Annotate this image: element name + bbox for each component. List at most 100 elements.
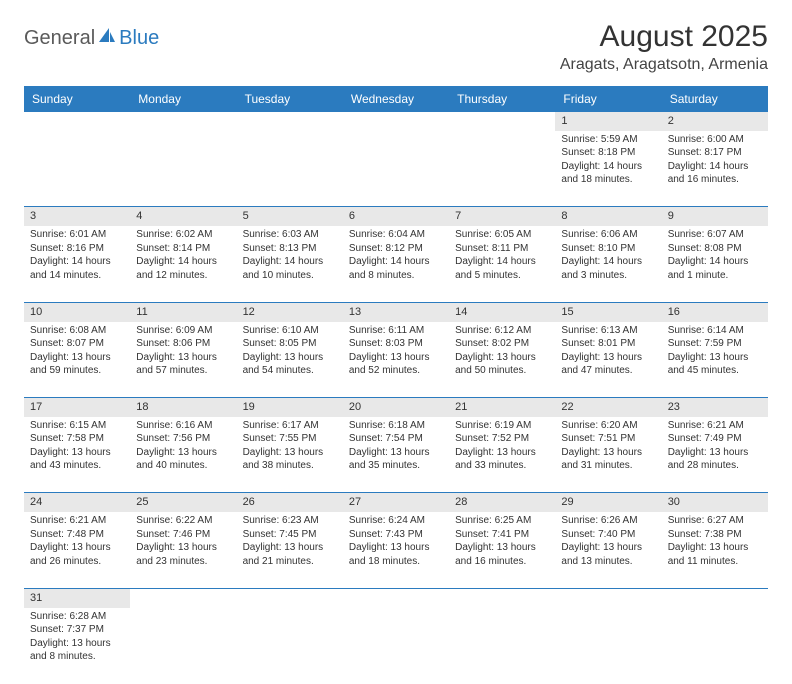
day1-text: Daylight: 13 hours bbox=[30, 541, 124, 555]
calendar-row: Sunrise: 6:28 AMSunset: 7:37 PMDaylight:… bbox=[24, 608, 768, 684]
calendar-cell: Sunrise: 6:15 AMSunset: 7:58 PMDaylight:… bbox=[24, 417, 130, 493]
day-number: 21 bbox=[449, 398, 555, 417]
day-number bbox=[555, 588, 661, 607]
calendar-row: Sunrise: 6:01 AMSunset: 8:16 PMDaylight:… bbox=[24, 226, 768, 302]
calendar-cell: Sunrise: 6:10 AMSunset: 8:05 PMDaylight:… bbox=[237, 322, 343, 398]
calendar-cell: Sunrise: 5:59 AMSunset: 8:18 PMDaylight:… bbox=[555, 131, 661, 207]
day-number: 18 bbox=[130, 398, 236, 417]
day-number: 17 bbox=[24, 398, 130, 417]
calendar-cell: Sunrise: 6:21 AMSunset: 7:49 PMDaylight:… bbox=[662, 417, 768, 493]
calendar-cell: Sunrise: 6:23 AMSunset: 7:45 PMDaylight:… bbox=[237, 512, 343, 588]
day1-text: Daylight: 13 hours bbox=[243, 351, 337, 365]
sunset-text: Sunset: 7:48 PM bbox=[30, 528, 124, 542]
sunrise-text: Sunrise: 6:05 AM bbox=[455, 228, 549, 242]
day2-text: and 13 minutes. bbox=[561, 555, 655, 569]
day2-text: and 26 minutes. bbox=[30, 555, 124, 569]
sunrise-text: Sunrise: 6:14 AM bbox=[668, 324, 762, 338]
day-number: 28 bbox=[449, 493, 555, 512]
day1-text: Daylight: 13 hours bbox=[349, 351, 443, 365]
day1-text: Daylight: 13 hours bbox=[668, 541, 762, 555]
day-number: 29 bbox=[555, 493, 661, 512]
day-number: 26 bbox=[237, 493, 343, 512]
sunrise-text: Sunrise: 6:27 AM bbox=[668, 514, 762, 528]
sunrise-text: Sunrise: 6:26 AM bbox=[561, 514, 655, 528]
calendar-cell bbox=[237, 131, 343, 207]
calendar-cell bbox=[343, 131, 449, 207]
sunset-text: Sunset: 7:51 PM bbox=[561, 432, 655, 446]
sunrise-text: Sunrise: 6:19 AM bbox=[455, 419, 549, 433]
sunrise-text: Sunrise: 6:25 AM bbox=[455, 514, 549, 528]
calendar-cell: Sunrise: 6:14 AMSunset: 7:59 PMDaylight:… bbox=[662, 322, 768, 398]
calendar-cell: Sunrise: 6:12 AMSunset: 8:02 PMDaylight:… bbox=[449, 322, 555, 398]
calendar-cell: Sunrise: 6:16 AMSunset: 7:56 PMDaylight:… bbox=[130, 417, 236, 493]
calendar-cell bbox=[237, 608, 343, 684]
sunrise-text: Sunrise: 6:17 AM bbox=[243, 419, 337, 433]
day2-text: and 14 minutes. bbox=[30, 269, 124, 283]
sunrise-text: Sunrise: 6:20 AM bbox=[561, 419, 655, 433]
col-wednesday: Wednesday bbox=[343, 86, 449, 112]
day1-text: Daylight: 13 hours bbox=[349, 541, 443, 555]
sunrise-text: Sunrise: 6:06 AM bbox=[561, 228, 655, 242]
day1-text: Daylight: 13 hours bbox=[30, 351, 124, 365]
day-number: 10 bbox=[24, 302, 130, 321]
sunset-text: Sunset: 8:03 PM bbox=[349, 337, 443, 351]
calendar-cell: Sunrise: 6:07 AMSunset: 8:08 PMDaylight:… bbox=[662, 226, 768, 302]
day2-text: and 8 minutes. bbox=[30, 650, 124, 664]
sunset-text: Sunset: 7:54 PM bbox=[349, 432, 443, 446]
page-header: General Blue August 2025 Aragats, Aragat… bbox=[24, 20, 768, 74]
sunrise-text: Sunrise: 6:08 AM bbox=[30, 324, 124, 338]
day1-text: Daylight: 14 hours bbox=[455, 255, 549, 269]
calendar-cell bbox=[555, 608, 661, 684]
col-thursday: Thursday bbox=[449, 86, 555, 112]
daynum-row: 3456789 bbox=[24, 207, 768, 226]
sunset-text: Sunset: 8:08 PM bbox=[668, 242, 762, 256]
day2-text: and 16 minutes. bbox=[455, 555, 549, 569]
sunrise-text: Sunrise: 5:59 AM bbox=[561, 133, 655, 147]
sunset-text: Sunset: 7:46 PM bbox=[136, 528, 230, 542]
sunrise-text: Sunrise: 6:04 AM bbox=[349, 228, 443, 242]
calendar-cell: Sunrise: 6:06 AMSunset: 8:10 PMDaylight:… bbox=[555, 226, 661, 302]
sunset-text: Sunset: 7:52 PM bbox=[455, 432, 549, 446]
calendar-cell: Sunrise: 6:05 AMSunset: 8:11 PMDaylight:… bbox=[449, 226, 555, 302]
sunset-text: Sunset: 8:11 PM bbox=[455, 242, 549, 256]
day2-text: and 52 minutes. bbox=[349, 364, 443, 378]
sunset-text: Sunset: 8:10 PM bbox=[561, 242, 655, 256]
col-saturday: Saturday bbox=[662, 86, 768, 112]
day-number: 7 bbox=[449, 207, 555, 226]
sunrise-text: Sunrise: 6:03 AM bbox=[243, 228, 337, 242]
day-number: 13 bbox=[343, 302, 449, 321]
sunset-text: Sunset: 8:02 PM bbox=[455, 337, 549, 351]
day-number bbox=[449, 112, 555, 131]
day-number bbox=[130, 588, 236, 607]
brand-logo: General Blue bbox=[24, 26, 159, 50]
calendar-cell bbox=[130, 608, 236, 684]
day1-text: Daylight: 13 hours bbox=[136, 541, 230, 555]
calendar-cell: Sunrise: 6:17 AMSunset: 7:55 PMDaylight:… bbox=[237, 417, 343, 493]
day-number: 19 bbox=[237, 398, 343, 417]
sunset-text: Sunset: 7:59 PM bbox=[668, 337, 762, 351]
day2-text: and 16 minutes. bbox=[668, 173, 762, 187]
sunrise-text: Sunrise: 6:12 AM bbox=[455, 324, 549, 338]
daynum-row: 17181920212223 bbox=[24, 398, 768, 417]
calendar-cell bbox=[24, 131, 130, 207]
day-number: 27 bbox=[343, 493, 449, 512]
sunrise-text: Sunrise: 6:23 AM bbox=[243, 514, 337, 528]
day1-text: Daylight: 14 hours bbox=[30, 255, 124, 269]
day2-text: and 5 minutes. bbox=[455, 269, 549, 283]
day1-text: Daylight: 13 hours bbox=[30, 446, 124, 460]
calendar-cell: Sunrise: 6:27 AMSunset: 7:38 PMDaylight:… bbox=[662, 512, 768, 588]
col-monday: Monday bbox=[130, 86, 236, 112]
day-number bbox=[237, 588, 343, 607]
day2-text: and 47 minutes. bbox=[561, 364, 655, 378]
day1-text: Daylight: 14 hours bbox=[349, 255, 443, 269]
calendar-cell bbox=[343, 608, 449, 684]
sunrise-text: Sunrise: 6:18 AM bbox=[349, 419, 443, 433]
day1-text: Daylight: 13 hours bbox=[136, 446, 230, 460]
day-number: 15 bbox=[555, 302, 661, 321]
day2-text: and 43 minutes. bbox=[30, 459, 124, 473]
calendar-table: Sunday Monday Tuesday Wednesday Thursday… bbox=[24, 86, 768, 684]
sunset-text: Sunset: 7:38 PM bbox=[668, 528, 762, 542]
col-tuesday: Tuesday bbox=[237, 86, 343, 112]
day-number bbox=[130, 112, 236, 131]
calendar-cell: Sunrise: 6:08 AMSunset: 8:07 PMDaylight:… bbox=[24, 322, 130, 398]
